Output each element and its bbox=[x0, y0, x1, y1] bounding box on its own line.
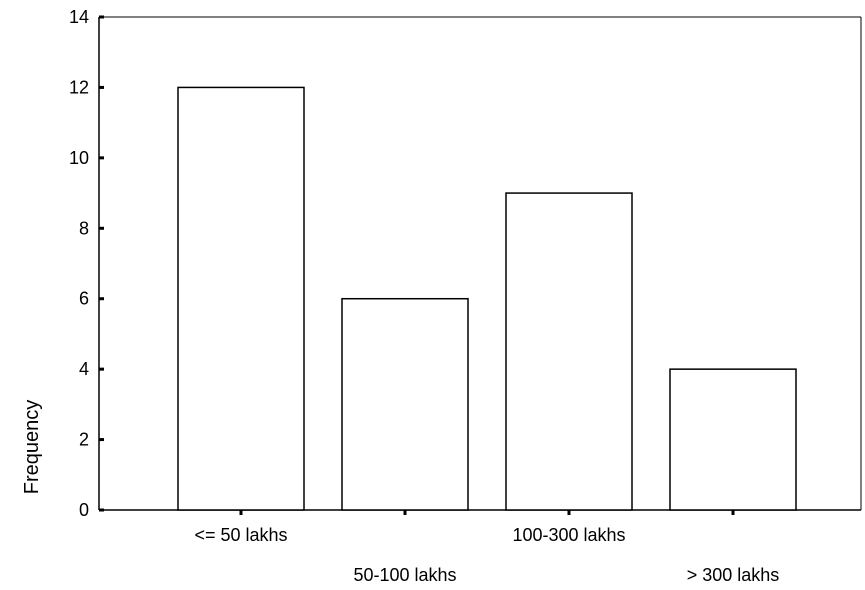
y-tick-label: 6 bbox=[79, 289, 89, 309]
x-tick-label: 100-300 lakhs bbox=[512, 525, 625, 545]
bar bbox=[341, 297, 469, 511]
y-axis-label: Frequency bbox=[21, 400, 43, 495]
y-tick-label: 10 bbox=[69, 148, 89, 168]
x-tick-label: <= 50 lakhs bbox=[194, 525, 287, 545]
x-tick-label: > 300 lakhs bbox=[687, 565, 780, 585]
bars bbox=[177, 86, 797, 511]
x-tick-label: 50-100 lakhs bbox=[353, 565, 456, 585]
bar bbox=[669, 368, 797, 511]
bar bbox=[505, 192, 633, 511]
y-tick-label: 4 bbox=[79, 359, 89, 379]
y-tick-label: 8 bbox=[79, 218, 89, 238]
y-tick-label: 2 bbox=[79, 430, 89, 450]
x-axis: <= 50 lakhs 50-100 lakhs 100-300 lakhs > 30… bbox=[194, 510, 779, 585]
y-axis: 0 2 4 6 8 10 12 14 bbox=[69, 7, 104, 520]
y-tick-label: 0 bbox=[79, 500, 89, 520]
y-tick-label: 14 bbox=[69, 7, 89, 27]
y-tick-label: 12 bbox=[69, 77, 89, 97]
bar bbox=[177, 86, 305, 511]
